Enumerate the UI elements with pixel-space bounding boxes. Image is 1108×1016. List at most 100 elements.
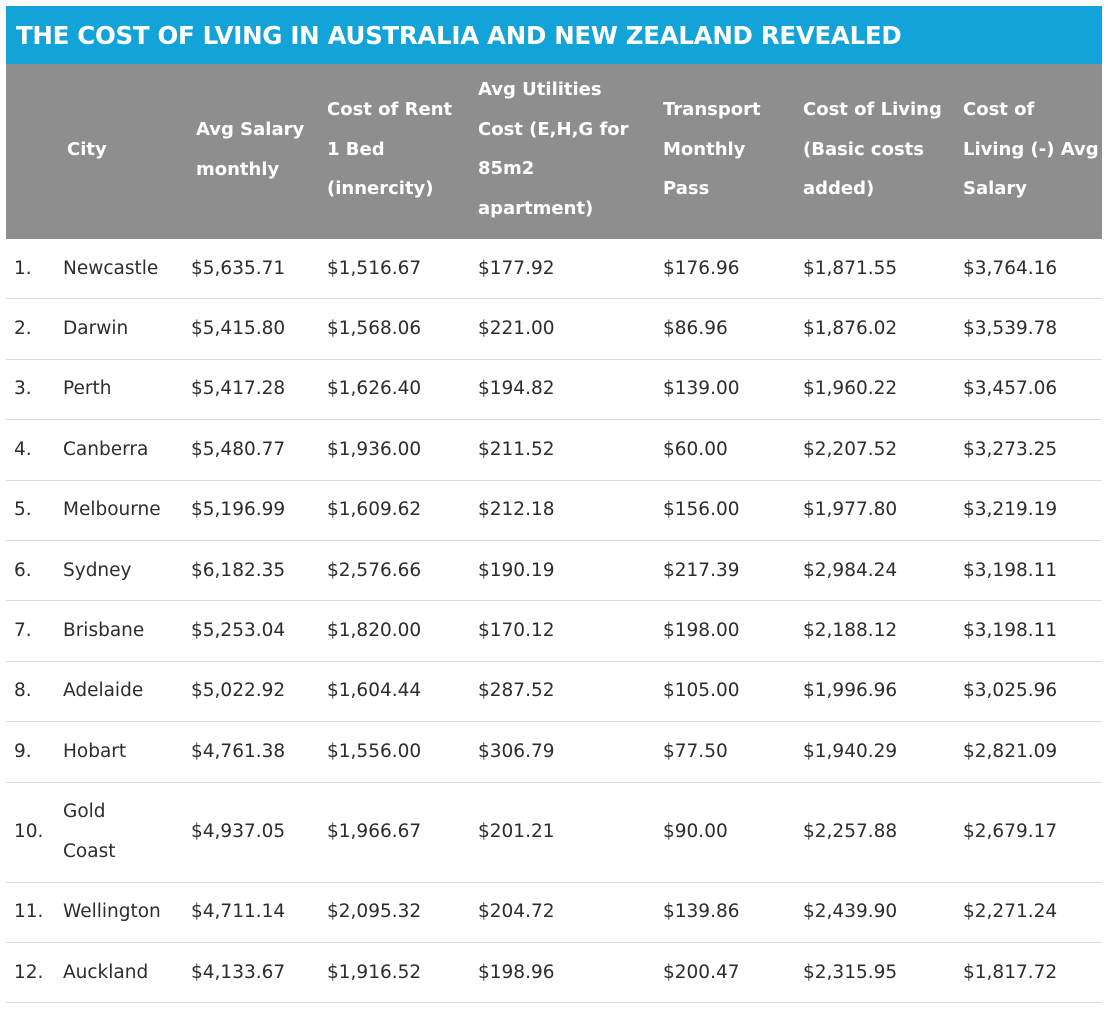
transport-cell: $77.50 bbox=[663, 740, 728, 762]
salary-cell: $5,417.28 bbox=[191, 378, 286, 400]
city-cell: Gold Coast bbox=[63, 801, 116, 863]
utilities-cell: $198.96 bbox=[478, 961, 555, 983]
rent-cell: $1,556.00 bbox=[327, 740, 422, 762]
transport-cell: $217.39 bbox=[663, 559, 740, 581]
rank-cell: 2. bbox=[14, 318, 32, 340]
salary-cell: $4,761.38 bbox=[191, 740, 286, 762]
living-minus-salary-cell: $2,821.09 bbox=[963, 740, 1058, 762]
utilities-cell: $204.72 bbox=[478, 901, 555, 923]
header-transport: Transport Monthly Pass bbox=[663, 99, 761, 199]
living-minus-salary-cell: $3,457.06 bbox=[963, 378, 1058, 400]
table-body: 1. Newcastle $5,635.71 $1,516.67 $177.92 $176… bbox=[6, 239, 1102, 1004]
cost-of-living-cell: $1,977.80 bbox=[803, 499, 898, 521]
cost-of-living-cell: $2,257.88 bbox=[803, 821, 898, 843]
table-row: 4. Canberra $5,480.77 $1,936.00 $211.52 $60.0… bbox=[6, 420, 1102, 481]
city-cell: Brisbane bbox=[63, 620, 145, 642]
utilities-cell: $287.52 bbox=[478, 680, 555, 702]
transport-cell: $90.00 bbox=[663, 821, 728, 843]
salary-cell: $5,415.80 bbox=[191, 318, 286, 340]
cost-of-living-cell: $1,940.29 bbox=[803, 740, 898, 762]
cost-of-living-table: City Avg Salary monthly Cost of Rent 1 Bed… bbox=[6, 64, 1102, 1004]
rank-cell: 8. bbox=[14, 680, 32, 702]
header-cost-of-living: Cost of Living (Basic costs added) bbox=[803, 99, 942, 199]
utilities-cell: $194.82 bbox=[478, 378, 555, 400]
cost-of-living-cell: $2,207.52 bbox=[803, 438, 898, 460]
utilities-cell: $177.92 bbox=[478, 257, 555, 279]
utilities-cell: $190.19 bbox=[478, 559, 555, 581]
living-minus-salary-cell: $3,198.11 bbox=[963, 559, 1058, 581]
living-minus-salary-cell: $1,817.72 bbox=[963, 961, 1058, 983]
living-minus-salary-cell: $3,219.19 bbox=[963, 499, 1058, 521]
transport-cell: $60.00 bbox=[663, 438, 728, 460]
living-minus-salary-cell: $3,198.11 bbox=[963, 620, 1058, 642]
rent-cell: $1,916.52 bbox=[327, 961, 422, 983]
transport-cell: $156.00 bbox=[663, 499, 740, 521]
table-row: 7. Brisbane $5,253.04 $1,820.00 $170.12 $198.… bbox=[6, 601, 1102, 662]
salary-cell: $5,480.77 bbox=[191, 438, 286, 460]
city-cell: Perth bbox=[63, 378, 112, 400]
city-cell: Newcastle bbox=[63, 257, 159, 279]
cost-of-living-cell: $1,960.22 bbox=[803, 378, 898, 400]
city-cell: Adelaide bbox=[63, 680, 144, 702]
table-row: 1. Newcastle $5,635.71 $1,516.67 $177.92 $176… bbox=[6, 239, 1102, 300]
rent-cell: $1,626.40 bbox=[327, 378, 422, 400]
rank-cell: 9. bbox=[14, 740, 32, 762]
city-cell: Sydney bbox=[63, 559, 132, 581]
table-header: City Avg Salary monthly Cost of Rent 1 Bed… bbox=[6, 64, 1102, 239]
transport-cell: $139.00 bbox=[663, 378, 740, 400]
rank-cell: 6. bbox=[14, 559, 32, 581]
utilities-cell: $201.21 bbox=[478, 821, 555, 843]
rent-cell: $2,095.32 bbox=[327, 901, 422, 923]
rent-cell: $1,604.44 bbox=[327, 680, 422, 702]
rent-cell: $1,516.67 bbox=[327, 257, 422, 279]
rank-cell: 11. bbox=[14, 901, 44, 923]
salary-cell: $5,253.04 bbox=[191, 620, 286, 642]
salary-cell: $4,711.14 bbox=[191, 901, 286, 923]
city-cell: Canberra bbox=[63, 438, 149, 460]
city-cell: Wellington bbox=[63, 901, 161, 923]
rank-cell: 3. bbox=[14, 378, 32, 400]
header-avg-salary: Avg Salary monthly bbox=[196, 119, 305, 180]
table-row: 9. Hobart $4,761.38 $1,556.00 $306.79 $77.50 $… bbox=[6, 722, 1102, 783]
table-row: 2. Darwin $5,415.80 $1,568.06 $221.00 $86.96 $… bbox=[6, 299, 1102, 360]
header-utilities: Avg Utilities Cost (E,H,G for 85m2 apart… bbox=[478, 79, 629, 219]
title-banner: THE COST OF LVING IN AUSTRALIA AND NEW Z… bbox=[6, 6, 1102, 64]
rent-cell: $1,609.62 bbox=[327, 499, 422, 521]
transport-cell: $198.00 bbox=[663, 620, 740, 642]
table-row: 6. Sydney $6,182.35 $2,576.66 $190.19 $217.39… bbox=[6, 541, 1102, 602]
transport-cell: $105.00 bbox=[663, 680, 740, 702]
rent-cell: $1,936.00 bbox=[327, 438, 422, 460]
utilities-cell: $211.52 bbox=[478, 438, 555, 460]
rank-cell: 5. bbox=[14, 499, 32, 521]
cost-of-living-cell: $1,996.96 bbox=[803, 680, 898, 702]
table-row: 5. Melbourne $5,196.99 $1,609.62 $212.18 $156… bbox=[6, 481, 1102, 541]
transport-cell: $200.47 bbox=[663, 961, 740, 983]
header-city: City bbox=[67, 139, 107, 160]
cost-of-living-cell: $1,876.02 bbox=[803, 318, 898, 340]
rent-cell: $1,568.06 bbox=[327, 318, 422, 340]
utilities-cell: $170.12 bbox=[478, 620, 555, 642]
rank-cell: 4. bbox=[14, 438, 32, 460]
cost-of-living-cell: $2,188.12 bbox=[803, 620, 898, 642]
utilities-cell: $212.18 bbox=[478, 499, 555, 521]
transport-cell: $176.96 bbox=[663, 257, 740, 279]
utilities-cell: $221.00 bbox=[478, 318, 555, 340]
living-minus-salary-cell: $3,273.25 bbox=[963, 438, 1058, 460]
salary-cell: $5,196.99 bbox=[191, 499, 286, 521]
salary-cell: $4,133.67 bbox=[191, 961, 286, 983]
rent-cell: $2,576.66 bbox=[327, 559, 422, 581]
city-cell: Hobart bbox=[63, 740, 127, 762]
table-row: 11. Wellington $4,711.14 $2,095.32 $204.72 $1… bbox=[6, 883, 1102, 943]
header-rent: Cost of Rent 1 Bed (innercity) bbox=[327, 99, 453, 199]
rent-cell: $1,820.00 bbox=[327, 620, 422, 642]
rank-cell: 10. bbox=[14, 821, 44, 843]
salary-cell: $6,182.35 bbox=[191, 559, 286, 581]
cost-of-living-cell: $1,871.55 bbox=[803, 257, 898, 279]
salary-cell: $5,022.92 bbox=[191, 680, 286, 702]
city-cell: Melbourne bbox=[63, 499, 161, 521]
living-minus-salary-cell: $2,271.24 bbox=[963, 901, 1058, 923]
city-cell: Darwin bbox=[63, 318, 129, 340]
cost-of-living-cell: $2,315.95 bbox=[803, 961, 898, 983]
transport-cell: $139.86 bbox=[663, 901, 740, 923]
table-row: 3. Perth $5,417.28 $1,626.40 $194.82 $139.00 $… bbox=[6, 360, 1102, 421]
